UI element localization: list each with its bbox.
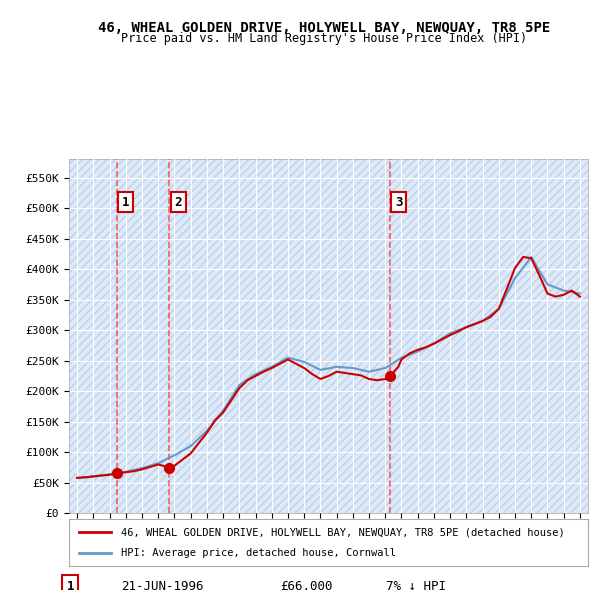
Text: 1: 1 — [67, 580, 74, 590]
Text: 2: 2 — [174, 195, 182, 208]
Text: HPI: Average price, detached house, Cornwall: HPI: Average price, detached house, Corn… — [121, 548, 396, 558]
Text: 21-JUN-1996: 21-JUN-1996 — [121, 580, 203, 590]
Text: 46, WHEAL GOLDEN DRIVE, HOLYWELL BAY, NEWQUAY, TR8 5PE: 46, WHEAL GOLDEN DRIVE, HOLYWELL BAY, NE… — [98, 21, 550, 35]
Text: 1: 1 — [122, 195, 130, 208]
Text: Price paid vs. HM Land Registry's House Price Index (HPI): Price paid vs. HM Land Registry's House … — [121, 32, 527, 45]
Text: 3: 3 — [395, 195, 403, 208]
Text: 46, WHEAL GOLDEN DRIVE, HOLYWELL BAY, NEWQUAY, TR8 5PE (detached house): 46, WHEAL GOLDEN DRIVE, HOLYWELL BAY, NE… — [121, 527, 565, 537]
Text: £66,000: £66,000 — [280, 580, 332, 590]
Text: 7% ↓ HPI: 7% ↓ HPI — [386, 580, 446, 590]
